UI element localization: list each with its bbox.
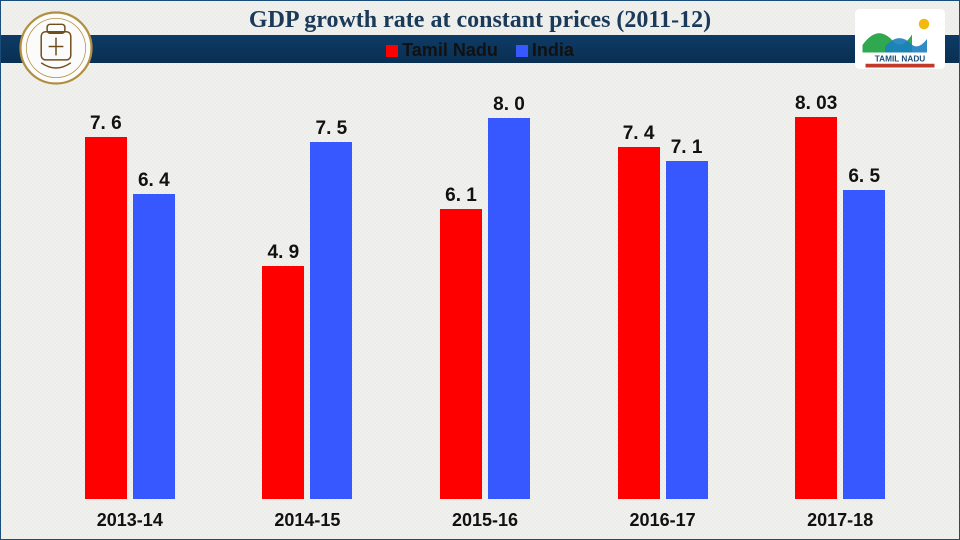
legend: Tamil Nadu India (1, 40, 959, 61)
bar-value-label: 6. 4 (138, 170, 170, 192)
legend-label-india: India (532, 40, 574, 61)
bar-tamil-nadu: 7. 4 (618, 147, 660, 499)
bar-group: 7. 47. 1 (574, 85, 752, 499)
bar-value-label: 7. 6 (90, 113, 122, 135)
x-axis-label: 2016-17 (574, 510, 752, 531)
bar-value-label: 7. 1 (671, 137, 703, 159)
legend-item-india: India (516, 40, 574, 61)
bar-value-label: 4. 9 (268, 242, 300, 264)
bar-tamil-nadu: 4. 9 (262, 266, 304, 499)
bar-group: 8. 036. 5 (751, 85, 929, 499)
bar-tamil-nadu: 8. 03 (795, 117, 837, 499)
bar-value-label: 6. 5 (848, 166, 880, 188)
x-axis-label: 2017-18 (751, 510, 929, 531)
bar-india: 7. 5 (310, 142, 352, 499)
bar-tamil-nadu: 7. 6 (85, 137, 127, 499)
bar-group: 4. 97. 5 (219, 85, 397, 499)
bar-india: 6. 5 (843, 190, 885, 499)
chart-title: GDP growth rate at constant prices (2011… (1, 1, 959, 34)
legend-label-tn: Tamil Nadu (402, 40, 498, 61)
legend-swatch-india (516, 45, 528, 57)
bar-india: 6. 4 (133, 194, 175, 499)
chart-plot-area: 7. 66. 44. 97. 56. 18. 07. 47. 18. 036. … (41, 85, 929, 499)
bar-value-label: 7. 5 (316, 118, 348, 140)
bar-india: 7. 1 (666, 161, 708, 499)
bar-tamil-nadu: 6. 1 (440, 209, 482, 499)
x-axis-label: 2015-16 (396, 510, 574, 531)
legend-swatch-tn (386, 45, 398, 57)
bar-value-label: 7. 4 (623, 123, 655, 145)
bar-value-label: 8. 0 (493, 94, 525, 116)
bar-group: 6. 18. 0 (396, 85, 574, 499)
bar-value-label: 6. 1 (445, 185, 477, 207)
bar-india: 8. 0 (488, 118, 530, 499)
bar-value-label: 8. 03 (795, 93, 837, 115)
legend-item-tn: Tamil Nadu (386, 40, 498, 61)
x-axis: 2013-142014-152015-162016-172017-18 (41, 510, 929, 531)
x-axis-label: 2014-15 (219, 510, 397, 531)
bar-group: 7. 66. 4 (41, 85, 219, 499)
x-axis-label: 2013-14 (41, 510, 219, 531)
